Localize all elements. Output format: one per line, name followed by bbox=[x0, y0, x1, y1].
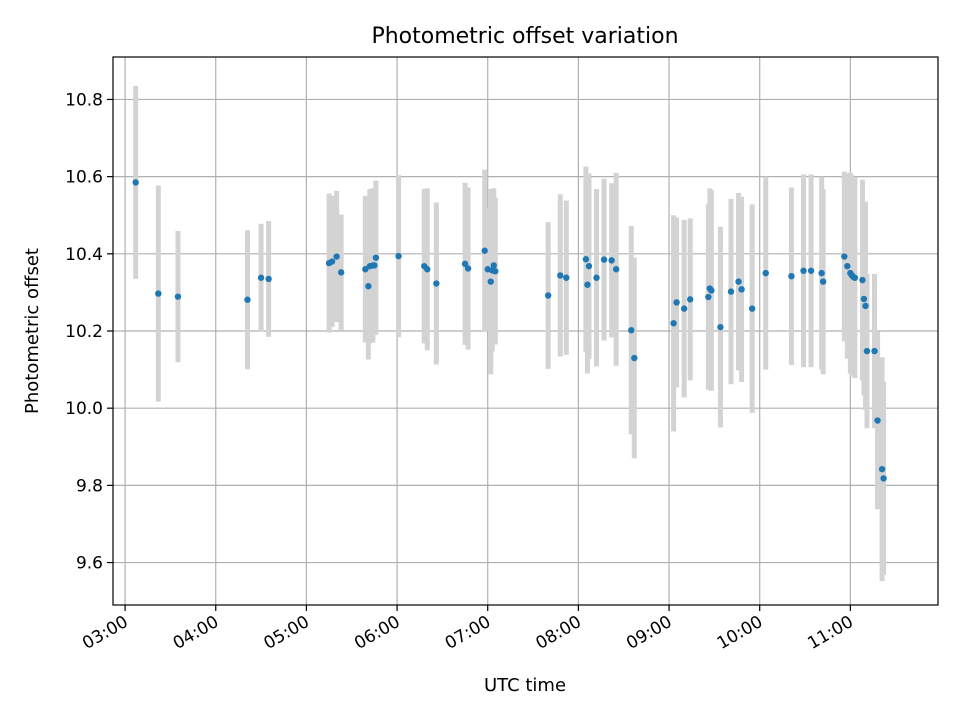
data-point bbox=[807, 267, 815, 274]
error-bars bbox=[133, 85, 887, 582]
data-point bbox=[612, 266, 620, 273]
data-point bbox=[748, 305, 756, 312]
data-point bbox=[878, 465, 886, 473]
data-point bbox=[582, 256, 590, 263]
data-point bbox=[333, 253, 340, 260]
x-tick-label: 03:00 bbox=[79, 612, 131, 654]
data-point bbox=[686, 296, 694, 303]
data-points bbox=[132, 179, 887, 482]
grid bbox=[113, 57, 938, 605]
y-tick-label: 9.8 bbox=[76, 476, 103, 496]
data-point bbox=[862, 302, 869, 310]
x-tick-label: 07:00 bbox=[442, 612, 494, 654]
data-point bbox=[673, 299, 680, 306]
y-tick-label: 10.8 bbox=[65, 90, 103, 110]
data-point bbox=[155, 290, 162, 297]
data-point bbox=[585, 262, 593, 270]
data-point bbox=[371, 262, 378, 269]
data-point bbox=[372, 254, 380, 261]
data-point bbox=[461, 260, 469, 268]
y-axis-label: Photometric offset bbox=[22, 248, 43, 414]
data-point bbox=[563, 274, 570, 281]
data-point bbox=[708, 287, 715, 294]
data-point bbox=[851, 274, 859, 281]
data-point bbox=[727, 288, 735, 295]
data-point bbox=[265, 275, 272, 283]
x-tick-label: 04:00 bbox=[170, 612, 222, 654]
data-point bbox=[487, 278, 494, 285]
data-point bbox=[871, 347, 878, 355]
data-point bbox=[874, 417, 881, 424]
y-tick-label: 10.4 bbox=[65, 245, 103, 265]
data-point bbox=[481, 247, 488, 254]
data-point bbox=[424, 266, 431, 273]
data-point bbox=[490, 262, 497, 269]
data-point bbox=[584, 281, 591, 288]
data-point bbox=[705, 293, 712, 301]
data-point bbox=[337, 269, 345, 276]
data-point bbox=[328, 258, 336, 265]
x-tick-label: 11:00 bbox=[804, 612, 856, 654]
data-point bbox=[132, 179, 139, 186]
x-axis: 03:00 04:00 05:00 06:00 07:00 08:00 09:00 10:00… bbox=[79, 605, 857, 654]
data-point bbox=[631, 354, 638, 362]
data-point bbox=[735, 278, 742, 285]
data-point bbox=[395, 252, 402, 260]
data-point bbox=[365, 283, 372, 290]
data-point bbox=[464, 265, 472, 272]
data-point bbox=[818, 269, 825, 277]
data-point bbox=[863, 347, 871, 355]
data-point bbox=[433, 280, 440, 287]
data-point bbox=[717, 323, 724, 331]
data-point bbox=[557, 272, 564, 279]
data-point bbox=[174, 293, 182, 300]
y-axis: 9.6 9.8 10.0 10.2 10.4 10.6 10.8 bbox=[65, 90, 113, 574]
x-tick-label: 09:00 bbox=[623, 612, 675, 654]
y-tick-label: 9.6 bbox=[76, 554, 103, 574]
data-point bbox=[492, 267, 499, 275]
data-point bbox=[257, 274, 265, 281]
data-point bbox=[738, 286, 745, 293]
data-point bbox=[788, 273, 795, 280]
data-point bbox=[628, 327, 635, 334]
data-point bbox=[762, 269, 769, 277]
y-tick-label: 10.6 bbox=[65, 168, 103, 188]
data-point bbox=[860, 295, 868, 303]
chart-title: Photometric offset variation bbox=[371, 24, 678, 49]
data-point bbox=[244, 296, 251, 303]
data-point bbox=[819, 278, 827, 285]
data-point bbox=[800, 267, 807, 274]
x-tick-label: 06:00 bbox=[351, 612, 403, 654]
data-point bbox=[880, 475, 887, 482]
data-point bbox=[859, 276, 866, 284]
data-point bbox=[680, 305, 688, 312]
data-point bbox=[593, 274, 600, 281]
data-point bbox=[544, 292, 552, 299]
x-tick-label: 08:00 bbox=[532, 612, 584, 654]
x-tick-label: 05:00 bbox=[260, 612, 312, 654]
x-tick-label: 10:00 bbox=[714, 612, 766, 654]
data-point bbox=[670, 320, 677, 327]
data-point bbox=[600, 256, 608, 263]
x-axis-label: UTC time bbox=[484, 675, 566, 696]
y-tick-label: 10.2 bbox=[65, 322, 103, 342]
data-point bbox=[844, 262, 851, 270]
data-point bbox=[362, 266, 369, 273]
data-point bbox=[841, 253, 848, 260]
y-tick-label: 10.0 bbox=[65, 399, 103, 419]
data-point bbox=[608, 257, 615, 264]
